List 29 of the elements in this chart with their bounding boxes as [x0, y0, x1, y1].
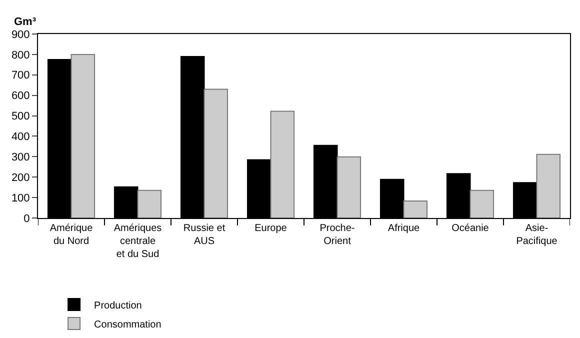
bar: [270, 110, 295, 218]
x-tick-label: Afrique: [388, 223, 420, 234]
bar: [70, 54, 96, 218]
y-tick-label: 0: [24, 212, 30, 225]
bar: [137, 190, 162, 218]
x-tick-label: Europe: [254, 223, 288, 234]
bar: [470, 190, 494, 218]
x-tick-label: Amériques centrale et du Sud: [114, 223, 162, 260]
x-tick-label: Proche-Orient: [320, 223, 355, 247]
x-tick-label: Océanie: [452, 223, 490, 234]
bar: [403, 200, 428, 218]
y-tick-label: 700: [11, 70, 30, 82]
legend-label: Production: [94, 300, 142, 312]
y-tick-label: 300: [11, 152, 30, 164]
x-tick-label: Russie et AUS: [183, 223, 226, 247]
x-tick-label: Amérique du Nord: [50, 223, 94, 247]
y-tick-label: 500: [11, 110, 30, 123]
y-tick-label: 400: [11, 131, 30, 144]
y-tick-label: 200: [11, 172, 30, 184]
x-tick-label: Asie-Pacifique: [516, 223, 558, 247]
y-tick-label: 100: [11, 192, 30, 204]
legend-label: Consommation: [94, 319, 162, 330]
bar: [204, 88, 228, 218]
y-axis-title: Gm³: [14, 16, 36, 28]
y-tick-label: 900: [11, 28, 30, 41]
y-tick-label: 800: [11, 49, 30, 62]
bar: [336, 156, 362, 218]
y-tick-label: 600: [11, 90, 30, 102]
bar: [536, 154, 561, 218]
